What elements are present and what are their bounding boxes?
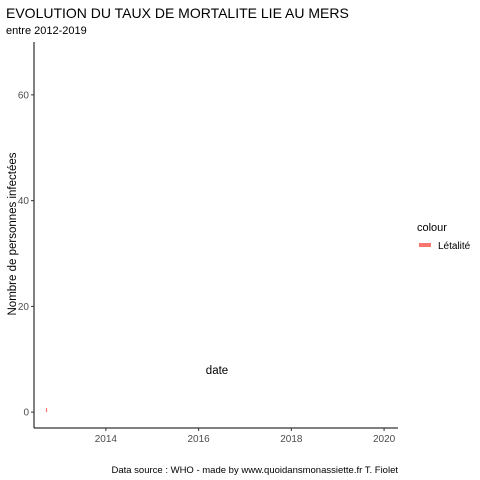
y-tick-label-40: 40 [18,196,30,207]
chart-subtitle: entre 2012-2019 [6,25,87,37]
x-tick-label-2014: 2014 [95,434,118,445]
x-axis-title: date [206,365,228,377]
y-tick-label-60: 60 [18,90,30,101]
x-ticks: 2014 2016 2018 2020 [95,428,396,445]
legend-label-letalite: Létalité [438,241,471,252]
y-ticks: 0 20 40 60 [18,90,34,419]
x-tick-label-2018: 2018 [280,434,303,445]
x-tick-label-2016: 2016 [187,434,210,445]
legend-title: colour [417,222,447,234]
y-tick-label-0: 0 [23,408,29,419]
y-tick-label-20: 20 [18,302,30,313]
chart-title: EVOLUTION DU TAUX DE MORTALITE LIE AU ME… [6,5,349,21]
axes [33,42,398,429]
x-tick-label-2020: 2020 [373,434,396,445]
chart-caption: Data source : WHO - made by www.quoidans… [111,465,398,476]
legend: colour Létalité [417,222,471,252]
y-axis-title: Nombre de personnes infectées [7,152,19,315]
